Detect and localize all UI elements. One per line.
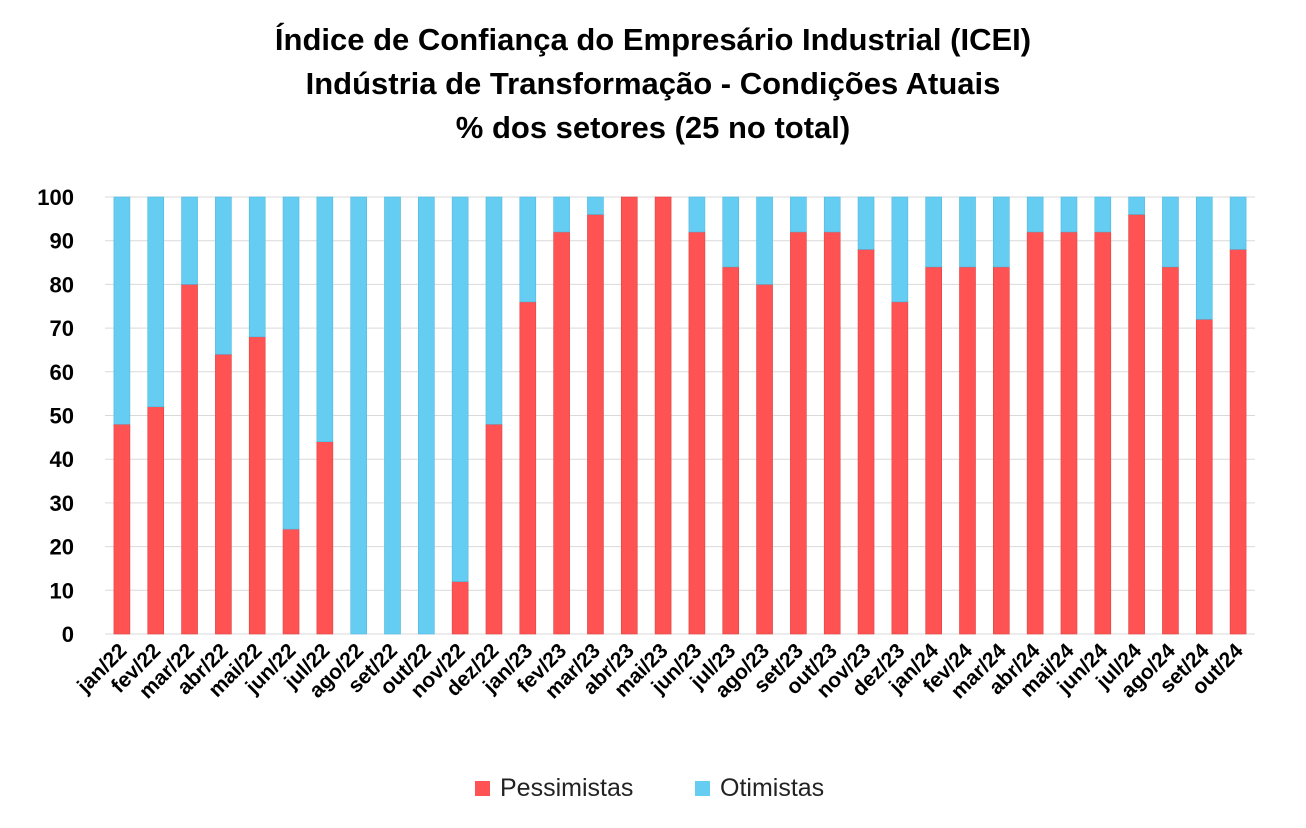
bar-otimistas [587, 196, 604, 215]
bar-otimistas [147, 196, 165, 408]
y-tick-label: 100 [37, 185, 74, 210]
bar-pessimistas [891, 301, 909, 635]
bar-otimistas [384, 196, 401, 635]
bar-pessimistas [215, 354, 232, 635]
bar-otimistas [181, 196, 198, 285]
bar-otimistas [722, 196, 740, 268]
bar-pessimistas [485, 423, 503, 635]
chart-title-line2: Indústria de Transformação - Condições A… [305, 66, 1001, 101]
bar-pessimistas [688, 231, 706, 635]
y-tick-label: 70 [50, 316, 74, 341]
y-tick-label: 30 [50, 491, 74, 516]
legend-item-pessimistas: Pessimistas [475, 774, 633, 803]
bar-pessimistas [147, 406, 165, 635]
bar-otimistas [993, 196, 1010, 268]
bar-otimistas [891, 196, 909, 303]
bar-otimistas [959, 196, 976, 268]
y-tick-label: 0 [62, 622, 74, 647]
y-tick-label: 80 [50, 272, 74, 297]
bar-otimistas [1128, 196, 1145, 215]
bar-pessimistas [1060, 231, 1078, 635]
bar-pessimistas [1026, 231, 1044, 635]
bar-otimistas [688, 196, 706, 233]
chart-title-line1: Índice de Confiança do Empresário Indust… [274, 22, 1032, 57]
bar-pessimistas [587, 214, 604, 635]
y-tick-label: 90 [50, 229, 74, 254]
bar-otimistas [451, 196, 469, 582]
bar-otimistas [519, 196, 537, 303]
y-tick-label: 40 [50, 447, 74, 472]
bar-otimistas [1195, 196, 1213, 320]
legend-item-otimistas: Otimistas [695, 774, 824, 803]
y-tick-label: 60 [50, 360, 74, 385]
bar-otimistas [925, 196, 942, 268]
bar-pessimistas [857, 249, 875, 635]
bar-otimistas [857, 196, 875, 250]
bar-pessimistas [282, 528, 300, 635]
bar-otimistas [823, 196, 841, 233]
bar-otimistas [248, 196, 266, 338]
bar-pessimistas [316, 441, 334, 635]
bar-otimistas [790, 196, 807, 233]
bar-otimistas [553, 196, 570, 233]
chart-title-line3: % dos setores (25 no total) [455, 110, 851, 145]
bar-pessimistas [113, 423, 131, 635]
bar-pessimistas [790, 231, 807, 635]
bar-pessimistas [959, 266, 976, 635]
bar-otimistas [316, 196, 334, 443]
bar-pessimistas [1229, 249, 1247, 635]
bar-otimistas [756, 196, 773, 285]
bar-pessimistas [654, 196, 672, 635]
bar-otimistas [215, 196, 232, 355]
y-tick-label: 10 [50, 578, 74, 603]
y-tick-label: 50 [50, 404, 74, 429]
bar-otimistas [1229, 196, 1247, 250]
bar-pessimistas [756, 284, 773, 635]
bar-pessimistas [1195, 319, 1213, 635]
bar-otimistas [282, 196, 300, 530]
legend-swatch-pessimistas [475, 781, 490, 796]
bar-pessimistas [1128, 214, 1145, 635]
bar-pessimistas [553, 231, 570, 635]
bar-pessimistas [823, 231, 841, 635]
bar-pessimistas [925, 266, 942, 635]
bar-otimistas [1162, 196, 1179, 268]
bar-otimistas [485, 196, 503, 425]
legend-swatch-otimistas [695, 781, 710, 796]
bar-pessimistas [451, 581, 469, 635]
bar-pessimistas [722, 266, 740, 635]
bar-pessimistas [519, 301, 537, 635]
bar-otimistas [113, 196, 131, 425]
legend-label-pessimistas: Pessimistas [500, 774, 634, 802]
bar-pessimistas [993, 266, 1010, 635]
legend-label-otimistas: Otimistas [720, 774, 825, 802]
bar-otimistas [1026, 196, 1044, 233]
bar-pessimistas [620, 196, 638, 635]
bar-pessimistas [181, 284, 198, 635]
bar-otimistas [350, 196, 367, 635]
bar-pessimistas [1094, 231, 1112, 635]
y-tick-label: 20 [50, 535, 74, 560]
bar-otimistas [1094, 196, 1112, 233]
bar-otimistas [1060, 196, 1078, 233]
bar-pessimistas [1162, 266, 1179, 635]
bar-pessimistas [248, 336, 266, 635]
bar-otimistas [418, 196, 435, 635]
